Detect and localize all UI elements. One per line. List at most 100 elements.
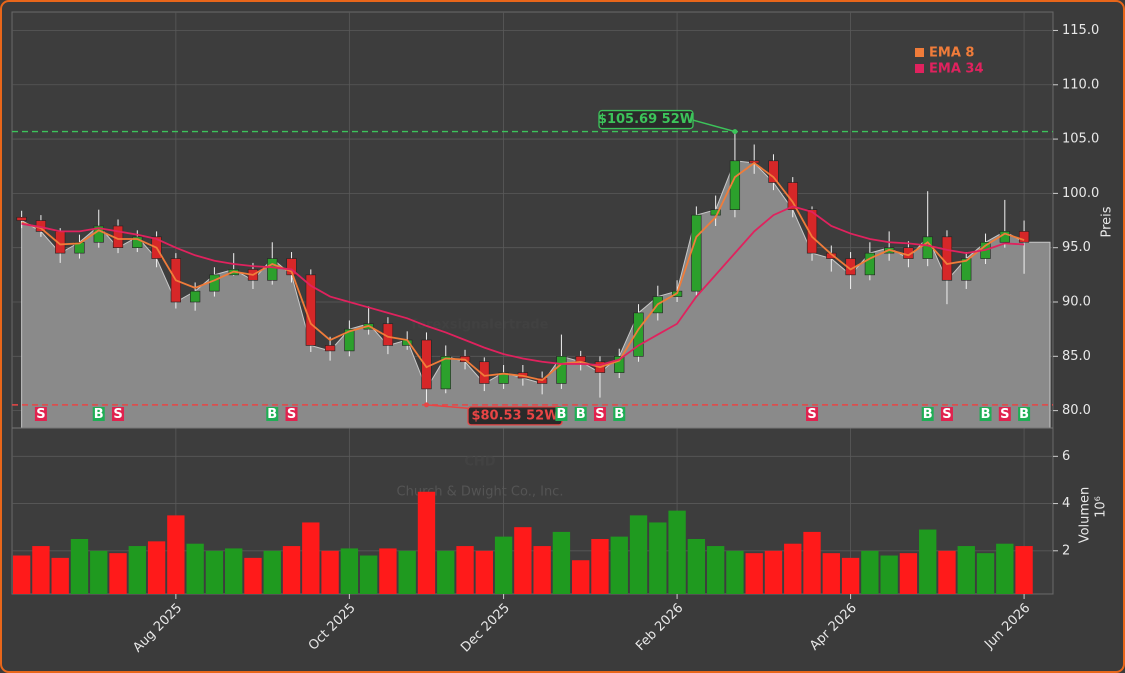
legend-label: EMA 34 xyxy=(929,62,984,77)
volume-bar xyxy=(668,510,686,594)
signal-badge xyxy=(92,407,105,421)
volume-bar xyxy=(437,550,455,594)
ticker-watermark: CHD xyxy=(464,455,495,470)
volume-bar xyxy=(745,553,763,594)
candle-body xyxy=(132,236,143,248)
y-tick-label: 105.0 xyxy=(1062,132,1099,147)
volume-bar xyxy=(167,515,185,594)
legend-label: EMA 8 xyxy=(929,46,974,61)
candle-body xyxy=(190,290,201,303)
y-axis-title: Preis xyxy=(1100,206,1115,237)
candle-body xyxy=(286,258,297,276)
signal-label: B xyxy=(556,407,566,422)
volume-exponent: 10⁶ xyxy=(1094,496,1109,518)
annotation-arrow xyxy=(690,118,736,133)
volume-bar xyxy=(514,527,532,594)
volume-bar xyxy=(32,546,50,594)
volume-bar xyxy=(822,553,840,594)
legend-swatch xyxy=(915,64,924,73)
signal-label: B xyxy=(267,407,277,422)
volume-bar xyxy=(880,555,898,594)
candle-body xyxy=(941,236,953,281)
volume-bar xyxy=(841,557,860,594)
volume-bar xyxy=(244,557,262,594)
y-tick-label: 6 xyxy=(1062,449,1070,464)
candle-body xyxy=(421,339,432,390)
candle-body xyxy=(324,345,336,352)
signal-label: S xyxy=(113,407,122,422)
signal-label: B xyxy=(981,407,991,422)
signal-badge xyxy=(806,407,819,421)
volume-bar xyxy=(70,538,89,594)
candle-body xyxy=(710,209,721,216)
signal-label: S xyxy=(36,407,45,422)
signal-label: S xyxy=(807,407,816,422)
volume-bar xyxy=(629,515,648,594)
legend-swatch xyxy=(915,48,924,57)
signal-badge xyxy=(613,407,626,421)
signal-label: B xyxy=(614,407,624,422)
watermark: forexsignalertrade xyxy=(412,318,549,333)
volume-bar xyxy=(861,550,879,594)
volume-bar xyxy=(687,538,706,594)
signal-badge xyxy=(921,407,934,421)
y-tick-label: 90.0 xyxy=(1062,295,1091,310)
volume-bar xyxy=(1015,546,1033,594)
signal-badge xyxy=(34,407,47,421)
signal-label: B xyxy=(94,407,104,422)
y-tick-label: 4 xyxy=(1062,496,1070,511)
volume-bar xyxy=(649,522,667,594)
y-tick-label: 85.0 xyxy=(1062,349,1091,364)
candle-body xyxy=(209,274,220,292)
volume-bar xyxy=(957,546,975,594)
candle-body xyxy=(267,258,278,281)
volume-bar xyxy=(610,536,628,594)
signal-badge xyxy=(940,407,953,421)
signal-label: S xyxy=(1000,407,1009,422)
volume-bar xyxy=(263,550,281,594)
signal-label: B xyxy=(1019,407,1029,422)
signal-badge xyxy=(285,407,298,421)
volume-bar xyxy=(456,546,474,594)
volume-bar xyxy=(186,543,204,594)
annotation-arrow-head xyxy=(732,129,738,135)
volume-bar xyxy=(90,550,108,594)
candle-body xyxy=(614,356,625,373)
volume-bar xyxy=(109,553,127,594)
volume-bar xyxy=(379,548,397,594)
volume-bar xyxy=(899,553,918,594)
y-tick-label: 100.0 xyxy=(1062,186,1099,201)
signal-label: S xyxy=(595,407,604,422)
candle-body xyxy=(922,236,933,259)
volume-bar xyxy=(398,550,416,594)
volume-bar xyxy=(475,550,493,594)
signal-badge xyxy=(112,407,125,421)
candle-body xyxy=(768,160,779,183)
annotation-label: $80.53 52W xyxy=(471,408,558,423)
volume-bar xyxy=(302,522,320,594)
signal-label: S xyxy=(942,407,951,422)
candle-body xyxy=(498,372,509,384)
volume-bar xyxy=(938,550,956,594)
volume-bar xyxy=(359,555,378,594)
signal-badge xyxy=(555,407,568,421)
signal-badge xyxy=(266,407,279,421)
volume-bar xyxy=(205,550,224,594)
signal-label: S xyxy=(287,407,296,422)
volume-bar xyxy=(996,543,1014,594)
candle-body xyxy=(691,214,702,292)
candle-body xyxy=(440,356,451,390)
candle-body xyxy=(556,356,567,384)
signal-label: B xyxy=(923,407,933,422)
volume-bar xyxy=(533,546,551,594)
y-tick-label: 80.0 xyxy=(1062,403,1091,418)
y-tick-label: 110.0 xyxy=(1062,77,1099,92)
volume-bar xyxy=(764,550,783,594)
signal-label: B xyxy=(576,407,586,422)
volume-axis-title: Volumen xyxy=(1078,487,1093,544)
volume-bar xyxy=(591,538,609,594)
annotation-label: $105.69 52W xyxy=(598,112,694,127)
ema-line xyxy=(21,205,1025,366)
